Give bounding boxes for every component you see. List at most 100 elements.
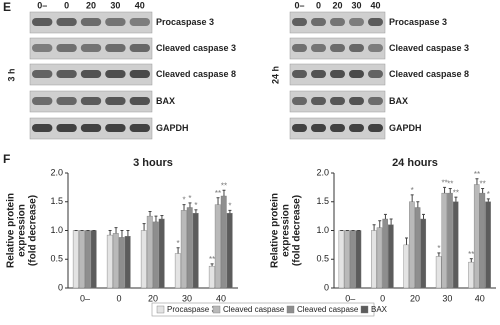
blot-band	[292, 97, 307, 105]
x-tick-label: 0–	[345, 293, 355, 303]
blot-band	[330, 70, 345, 78]
y-tick-label: 1.5	[316, 196, 329, 206]
blot-band	[311, 70, 326, 78]
significance-mark: **	[453, 188, 459, 197]
bar	[208, 265, 215, 289]
y-tick-label: 2.0	[316, 167, 329, 177]
blot-band	[368, 124, 383, 132]
significance-mark: *	[411, 186, 414, 195]
lane-label: 0	[316, 0, 321, 10]
blot-band	[368, 44, 383, 52]
bar	[382, 218, 388, 289]
blot-band	[311, 97, 326, 105]
blot-band	[56, 18, 77, 26]
significance-mark: **	[447, 180, 453, 189]
blot-band	[129, 44, 150, 52]
blot-band	[330, 97, 345, 105]
lane-label: 0–	[37, 0, 47, 10]
blot-band	[349, 70, 364, 78]
x-tick-label: 40	[475, 293, 485, 303]
significance-mark: *	[194, 201, 197, 210]
y-tick-label: 1.0	[316, 225, 329, 235]
blot-band	[368, 18, 383, 26]
bar	[435, 256, 442, 289]
blot-band	[80, 124, 102, 132]
significance-mark: *	[188, 194, 191, 203]
blot-band	[56, 124, 77, 132]
bar	[84, 230, 91, 289]
blot-time-label: 24 h	[270, 66, 280, 84]
blot-band	[330, 18, 345, 26]
blot-band	[32, 44, 53, 52]
significance-mark: **	[221, 181, 227, 190]
x-tick-label: 20	[410, 293, 420, 303]
blot-band	[368, 70, 383, 78]
y-tick-label: 0	[324, 282, 329, 292]
significance-mark: **	[441, 178, 447, 187]
blot-band	[311, 18, 326, 26]
protein-label: BAX	[389, 96, 408, 106]
protein-label: Procaspase 3	[389, 17, 447, 27]
blot-band	[330, 44, 345, 52]
protein-label: Cleaved caspase 3	[389, 43, 469, 53]
bar	[140, 230, 147, 289]
bar	[106, 234, 113, 289]
bar	[124, 236, 131, 289]
blot-band	[129, 70, 150, 78]
bar	[180, 210, 187, 289]
bar	[447, 192, 453, 289]
blot-band	[80, 44, 102, 52]
protein-label: Procaspase 3	[156, 17, 214, 27]
bar	[350, 230, 356, 289]
panel-label: E	[3, 0, 11, 14]
bar	[473, 184, 480, 289]
lane-label: 30	[110, 0, 120, 10]
bar	[485, 201, 491, 289]
bar	[452, 201, 459, 289]
bar	[226, 213, 233, 289]
bar	[376, 227, 383, 289]
bar	[146, 215, 153, 289]
blot-band	[80, 70, 102, 78]
bar	[388, 224, 394, 289]
panel-label: F	[3, 152, 10, 166]
significance-mark: *	[228, 201, 231, 210]
significance-mark: **	[468, 250, 474, 259]
lane-label: 0	[64, 0, 69, 10]
blot-band	[311, 124, 326, 132]
lane-label: 30	[351, 0, 361, 10]
blot-band	[349, 124, 364, 132]
bar	[78, 230, 85, 289]
significance-mark: *	[177, 239, 180, 248]
blot-band	[368, 97, 383, 105]
significance-mark: *	[437, 244, 440, 253]
x-tick-label: 20	[148, 293, 158, 303]
y-tick-label: 1.5	[50, 196, 63, 206]
blot-band	[32, 18, 53, 26]
blot-band	[349, 18, 364, 26]
legend-box	[151, 302, 375, 317]
x-tick-label: 0	[116, 293, 121, 303]
bar	[371, 230, 377, 289]
blot-band	[32, 70, 53, 78]
blot-band	[32, 124, 53, 132]
significance-mark: **	[480, 180, 486, 189]
x-tick-label: 30	[442, 293, 452, 303]
legend-label: Cleaved caspase 3	[223, 305, 292, 314]
protein-label: Cleaved caspase 8	[156, 69, 236, 79]
y-tick-label: 0	[58, 282, 63, 292]
blot-band	[32, 97, 53, 105]
significance-mark: *	[182, 196, 185, 205]
blot-band	[292, 124, 307, 132]
bar	[90, 230, 97, 289]
chart-title: 24 hours	[392, 157, 438, 169]
y-tick-label: 0.5	[50, 254, 63, 264]
bar	[338, 230, 345, 289]
blot-band	[56, 70, 77, 78]
blot-band	[330, 124, 345, 132]
significance-mark: **	[209, 255, 215, 264]
blot-band	[105, 124, 126, 132]
y-axis-label: Relative protein	[6, 193, 17, 268]
bar	[192, 213, 199, 289]
blot-band	[129, 97, 150, 105]
